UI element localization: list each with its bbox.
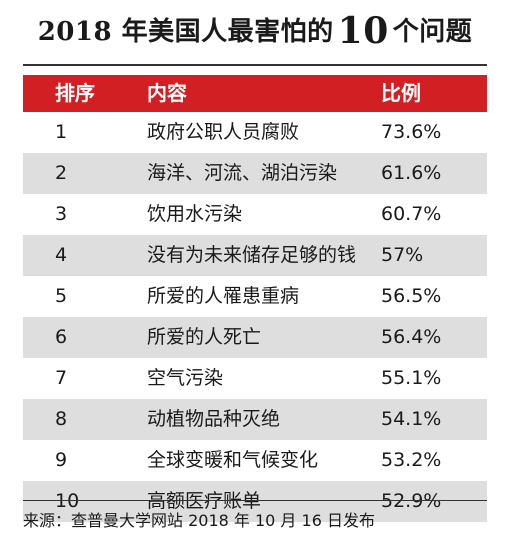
rank-cell: 4 <box>55 244 68 266</box>
content-cell: 所爱的人死亡 <box>147 326 262 348</box>
table-row: 3 饮用水污染 60.7% <box>23 194 487 235</box>
table-row: 6 所爱的人死亡 56.4% <box>23 317 487 358</box>
top-divider <box>23 64 487 66</box>
table-row: 4 没有为未来储存足够的钱 57% <box>23 235 487 276</box>
header-rank: 排序 <box>55 81 95 105</box>
rank-cell: 1 <box>55 121 68 143</box>
rank-cell: 8 <box>55 408 68 430</box>
header-ratio: 比例 <box>381 81 421 105</box>
ratio-cell: 53.2% <box>381 449 442 471</box>
title-prefix: 2018 年美国人最害怕的 <box>37 17 334 47</box>
table-row: 5 所爱的人罹患重病 56.5% <box>23 276 487 317</box>
rank-cell: 7 <box>55 367 68 389</box>
rank-cell: 2 <box>55 162 68 184</box>
rank-cell: 9 <box>55 449 68 471</box>
title-suffix: 个问题 <box>392 17 473 47</box>
content-cell: 没有为未来储存足够的钱 <box>147 244 357 266</box>
rank-cell: 3 <box>55 203 68 225</box>
ratio-cell: 57% <box>381 244 424 266</box>
rank-cell: 5 <box>55 285 68 307</box>
table-row: 8 动植物品种灭绝 54.1% <box>23 399 487 440</box>
header-content: 内容 <box>147 81 187 105</box>
source-note: 来源：查普曼大学网站 2018 年 10 月 16 日发布 <box>23 511 375 530</box>
ratio-cell: 61.6% <box>381 162 442 184</box>
content-cell: 空气污染 <box>147 367 224 389</box>
rank-cell: 6 <box>55 326 68 348</box>
table-body: 1 政府公职人员腐败 73.6% 2 海洋、河流、湖泊污染 61.6% 3 饮用水污染 60.7… <box>23 112 487 522</box>
content-cell: 饮用水污染 <box>147 203 243 225</box>
ratio-cell: 55.1% <box>381 367 442 389</box>
table-header: 排序 内容 比例 <box>23 75 487 112</box>
ratio-cell: 73.6% <box>381 121 442 143</box>
table-row: 10 高额医疗账单 52.9% <box>23 481 487 522</box>
table-row: 2 海洋、河流、湖泊污染 61.6% <box>23 153 487 194</box>
content-cell: 政府公职人员腐败 <box>147 121 300 143</box>
page-title: 2018 年美国人最害怕的 10 个问题 <box>0 10 510 52</box>
content-cell: 全球变暖和气候变化 <box>147 449 319 471</box>
content-cell: 所爱的人罹患重病 <box>147 285 300 307</box>
bottom-divider <box>23 500 487 501</box>
content-cell: 动植物品种灭绝 <box>147 408 281 430</box>
title-number: 10 <box>337 10 389 52</box>
ranking-table: 排序 内容 比例 1 政府公职人员腐败 73.6% 2 海洋、河流、湖泊污染 61.6% 3… <box>23 75 487 522</box>
ratio-cell: 52.9% <box>381 490 442 512</box>
rank-cell: 10 <box>55 490 80 512</box>
ratio-cell: 56.5% <box>381 285 442 307</box>
table-row: 7 空气污染 55.1% <box>23 358 487 399</box>
content-cell: 海洋、河流、湖泊污染 <box>147 162 338 184</box>
table-row: 1 政府公职人员腐败 73.6% <box>23 112 487 153</box>
ratio-cell: 54.1% <box>381 408 442 430</box>
ratio-cell: 56.4% <box>381 326 442 348</box>
ratio-cell: 60.7% <box>381 203 442 225</box>
table-row: 9 全球变暖和气候变化 53.2% <box>23 440 487 481</box>
content-cell: 高额医疗账单 <box>147 490 262 512</box>
